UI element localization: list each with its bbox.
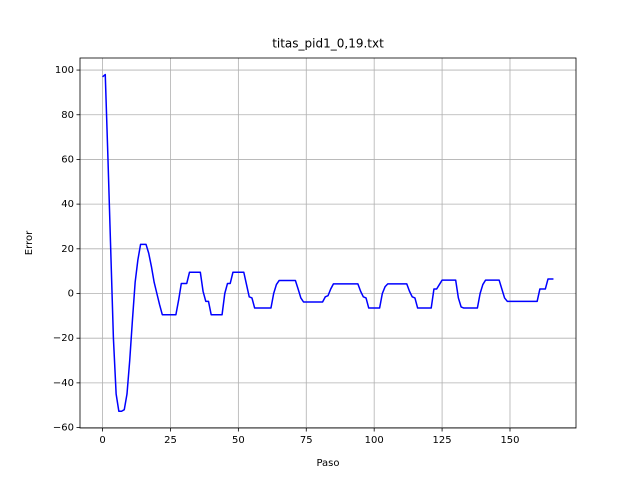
x-tick-label: 75 — [300, 435, 313, 446]
x-tick-label: 0 — [99, 435, 105, 446]
data-line — [102, 73, 554, 412]
x-tick-label: 50 — [232, 435, 245, 446]
y-axis-label: Error — [24, 230, 35, 255]
y-tick-label: −40 — [53, 378, 74, 389]
x-tick-label: 150 — [500, 435, 519, 446]
y-tick-label: 80 — [61, 110, 74, 121]
y-tick-label: 20 — [61, 244, 74, 255]
y-tick-label: 100 — [55, 65, 74, 76]
y-tick-label: 0 — [68, 288, 74, 299]
x-tick-label: 25 — [164, 435, 177, 446]
plot-frame — [79, 57, 577, 429]
y-tick-label: 60 — [61, 154, 74, 165]
x-tick-label: 125 — [433, 435, 452, 446]
y-tick-label: −60 — [53, 423, 74, 434]
x-tick-label: 100 — [365, 435, 384, 446]
y-tick-label: 40 — [61, 199, 74, 210]
y-tick-label: −20 — [53, 333, 74, 344]
chart-title: titas_pid1_0,19.txt — [272, 37, 384, 51]
x-axis-label: Paso — [316, 458, 339, 469]
